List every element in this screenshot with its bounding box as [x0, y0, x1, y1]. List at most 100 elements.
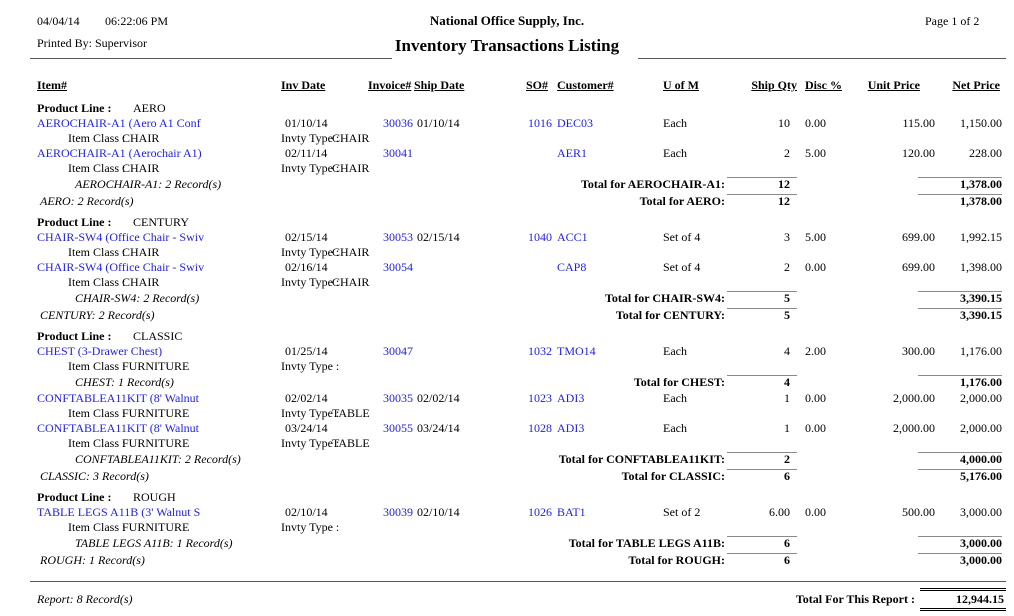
item-class-label: Item Class : [68, 161, 126, 175]
invoice-link[interactable]: 30035 [383, 391, 413, 405]
qty-total-value: 2 [784, 452, 790, 466]
invty-type-value: CHAIR [332, 161, 370, 175]
ship-qty-cell: 2 [784, 260, 790, 274]
qty-total-rule [727, 469, 797, 470]
so-link[interactable]: 1028 [528, 421, 552, 435]
customer-link[interactable]: CAP8 [557, 260, 587, 274]
item-link[interactable]: TABLE LEGS A11B (3' Walnut S [37, 505, 201, 519]
net-price-cell: 228.00 [969, 146, 1002, 160]
transaction-row: TABLE LEGS A11B (3' Walnut S 02/10/14 3003… [0, 505, 1014, 520]
qty-total-rule [727, 291, 797, 292]
item-link[interactable]: CHAIR-SW4 (Office Chair - Swiv [37, 230, 205, 244]
inv-date-cell: 02/16/14 [285, 260, 328, 274]
so-link[interactable]: 1016 [528, 116, 552, 130]
item-class-value: CHAIR [122, 161, 160, 175]
qty-total-rule [727, 194, 797, 195]
invoice-link[interactable]: 30036 [383, 116, 413, 130]
so-link[interactable]: 1023 [528, 391, 552, 405]
ship-date-cell: 02/10/14 [417, 505, 460, 519]
item-detail-row: Item Class : FURNITURE Invty Type : TABLE [0, 406, 1014, 421]
net-total-value: 1,378.00 [960, 177, 1002, 191]
item-link[interactable]: CHEST (3-Drawer Chest) [37, 344, 163, 358]
product-line-value: CENTURY [133, 215, 190, 229]
col-unit-price: Unit Price [867, 78, 920, 92]
net-total-rule [918, 553, 1002, 554]
net-total-rule [918, 291, 1002, 292]
uom-cell: Each [663, 421, 687, 435]
customer-link[interactable]: DEC03 [557, 116, 593, 130]
item-class-label: Item Class : [68, 275, 126, 289]
report-record-count: Report: 8 Record(s) [37, 592, 133, 606]
product-line-row: Product Line : CLASSIC [0, 329, 1014, 344]
product-line-total-row: AERO: 2 Record(s) Total for AERO: 12 1,378.… [0, 193, 1014, 210]
item-link[interactable]: CONFTABLEA11KIT (8' Walnut [37, 421, 200, 435]
customer-link[interactable]: ADI3 [557, 421, 585, 435]
item-link[interactable]: AEROCHAIR-A1 (Aerochair A1) [37, 146, 202, 160]
net-total-rule [918, 375, 1002, 376]
total-label: Total for ROUGH: [628, 553, 725, 567]
invoice-link[interactable]: 30039 [383, 505, 413, 519]
customer-link[interactable]: ADI3 [557, 391, 585, 405]
item-link[interactable]: CHAIR-SW4 (Office Chair - Swiv [37, 260, 205, 274]
inv-date-cell: 02/11/14 [285, 146, 328, 160]
item-link[interactable]: AEROCHAIR-A1 (Aero A1 Conf [37, 116, 201, 130]
item-total-row: TABLE LEGS A11B: 1 Record(s) Total for TA… [0, 535, 1014, 552]
net-total-value: 1,378.00 [960, 194, 1002, 208]
invoice-link[interactable]: 30053 [383, 230, 413, 244]
product-line-label: Product Line : [37, 101, 112, 115]
item-class-value: FURNITURE [122, 520, 190, 534]
item-detail-row: Item Class : CHAIR Invty Type : CHAIR [0, 245, 1014, 260]
net-total-rule [918, 452, 1002, 453]
col-item: Item# [37, 78, 67, 92]
net-total-rule [918, 194, 1002, 195]
header-rule-right [638, 58, 1006, 59]
so-link[interactable]: 1026 [528, 505, 552, 519]
col-so: SO# [525, 78, 548, 92]
invoice-link[interactable]: 30054 [383, 260, 413, 274]
net-total-value: 3,390.15 [960, 308, 1002, 322]
printed-by: Printed By: Supervisor [37, 36, 147, 50]
so-link[interactable]: 1040 [528, 230, 552, 244]
product-line-label: Product Line : [37, 490, 112, 504]
qty-total-rule [727, 553, 797, 554]
net-total-rule [918, 177, 1002, 178]
qty-total-rule [727, 308, 797, 309]
customer-link[interactable]: AER1 [557, 146, 587, 160]
report-title: Inventory Transactions Listing [394, 36, 620, 55]
total-label: Total for AEROCHAIR-A1: [580, 177, 725, 191]
item-class-label: Item Class : [68, 520, 126, 534]
record-count-label: CLASSIC: 3 Record(s) [40, 469, 149, 483]
customer-link[interactable]: BAT1 [557, 505, 586, 519]
product-line-row: Product Line : CENTURY [0, 215, 1014, 230]
invoice-link[interactable]: 30047 [383, 344, 413, 358]
customer-link[interactable]: TMO14 [557, 344, 596, 358]
record-count-label: CHEST: 1 Record(s) [75, 375, 174, 389]
unit-price-cell: 300.00 [902, 344, 935, 358]
invty-type-label: Invty Type : [281, 406, 340, 420]
invty-type-label: Invty Type : [281, 436, 340, 450]
report-body: Product Line : AERO AEROCHAIR-A1 (Aero A1 … [0, 101, 1014, 569]
so-link[interactable]: 1032 [528, 344, 552, 358]
report-header: 04/04/14 06:22:06 PM Printed By: Supervi… [0, 0, 1014, 70]
disc-cell: 0.00 [805, 260, 826, 274]
transaction-row: AEROCHAIR-A1 (Aerochair A1) 02/11/14 30041… [0, 146, 1014, 161]
ship-qty-cell: 4 [784, 344, 790, 358]
customer-link[interactable]: ACC1 [557, 230, 588, 244]
unit-price-cell: 120.00 [902, 146, 935, 160]
disc-cell: 5.00 [805, 230, 826, 244]
item-link[interactable]: CONFTABLEA11KIT (8' Walnut [37, 391, 200, 405]
record-count-label: CONFTABLEA11KIT: 2 Record(s) [75, 452, 241, 466]
company-name: National Office Supply, Inc. [429, 13, 585, 28]
total-label: Total for AERO: [639, 194, 725, 208]
transaction-row: CONFTABLEA11KIT (8' Walnut 02/02/14 30035 0… [0, 391, 1014, 406]
transaction-row: AEROCHAIR-A1 (Aero A1 Conf 01/10/14 30036 0… [0, 116, 1014, 131]
invoice-link[interactable]: 30055 [383, 421, 413, 435]
header-rule-left [30, 58, 392, 59]
invty-type-label: Invty Type : [281, 275, 340, 289]
invty-type-value: CHAIR [332, 245, 370, 259]
invoice-link[interactable]: 30041 [383, 146, 413, 160]
report-total-value: 12,944.15 [920, 588, 1006, 611]
ship-date-cell: 02/02/14 [417, 391, 460, 405]
item-detail-row: Item Class : CHAIR Invty Type : CHAIR [0, 131, 1014, 146]
printed-time: 06:22:06 PM [105, 14, 169, 28]
